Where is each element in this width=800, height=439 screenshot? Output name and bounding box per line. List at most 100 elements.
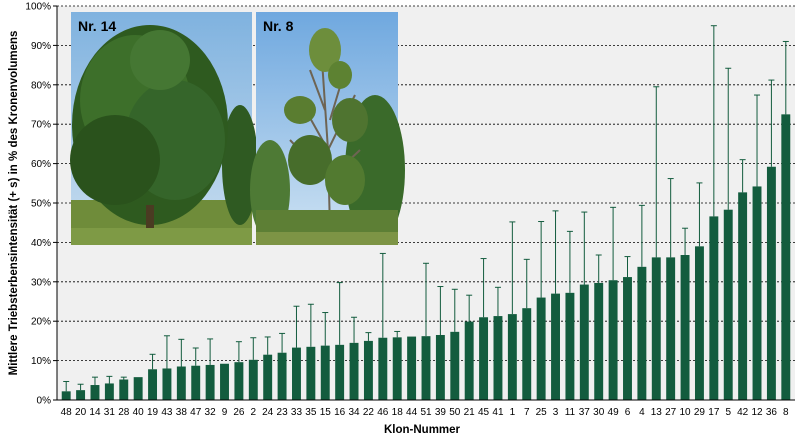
bar-4 [637,266,647,400]
x-tick-label: 19 [147,407,159,418]
bar-18 [392,337,402,400]
bar-22 [363,340,373,400]
x-tick-label: 1 [510,407,516,418]
x-tick-label: 14 [89,407,101,418]
y-tick-label: 70% [31,120,51,131]
bar-16 [335,344,345,400]
bar-9 [220,363,229,400]
x-tick-label: 44 [406,407,418,418]
y-tick-label: 10% [31,356,51,367]
x-tick-label: 35 [305,407,317,418]
bar-27 [666,257,676,400]
x-tick-label: 21 [464,407,476,418]
x-tick-label: 46 [377,407,389,418]
x-tick-label: 30 [593,407,605,418]
bar-34 [349,342,359,400]
bar-6 [623,277,632,400]
x-tick-label: 37 [579,407,591,418]
x-tick-label: 33 [291,407,303,418]
y-tick-label: 100% [25,2,51,13]
bar-39 [435,334,445,400]
bar-25 [536,297,546,400]
x-tick-label: 42 [737,407,749,418]
bar-8 [781,114,791,400]
x-tick-label: 48 [61,407,73,418]
x-tick-label: 45 [478,407,490,418]
x-tick-label: 23 [277,407,289,418]
x-tick-label: 11 [565,407,576,418]
x-tick-label: 17 [708,407,720,418]
x-tick-label: 9 [222,407,228,418]
bar-31 [104,383,114,400]
bar-3 [551,293,560,400]
x-tick-label: 7 [524,407,530,418]
bar-48 [61,391,71,400]
x-tick-label: 25 [536,407,548,418]
bar-30 [594,282,604,400]
y-tick-label: 30% [31,277,51,288]
x-tick-label: 40 [133,407,145,418]
y-axis-title: Mittlere Triebsterbensintensität (+ s) i… [8,31,20,376]
x-axis-ticks: 48 20 14 31 28 40 19 43 38 47 32 9 26 2 24 23 33 35 15 16 34… [61,407,789,418]
x-tick-label: 22 [363,407,375,418]
x-tick-label: 6 [625,407,631,418]
bar-42 [738,192,748,400]
bar-29 [694,246,704,400]
photo-clone-14: Nr. 14 [70,12,258,245]
x-tick-label: 41 [492,407,504,418]
x-tick-label: 39 [435,407,447,418]
x-tick-label: 8 [783,407,789,418]
bar-49 [608,280,618,400]
bar-7 [522,308,532,400]
x-tick-label: 26 [233,407,245,418]
bar-33 [292,347,301,400]
bar-17 [709,216,719,400]
bar-51 [421,336,431,400]
y-tick-label: 60% [31,159,51,170]
bar-1 [507,314,517,400]
x-tick-label: 3 [553,407,559,418]
photo-clone-8: Nr. 8 [250,12,405,245]
bar-40 [133,377,143,400]
bar-35 [306,346,316,400]
bar-2 [248,359,258,400]
bar-47 [191,365,201,400]
y-tick-label: 80% [31,80,51,91]
bar-5 [723,209,733,400]
x-tick-label: 15 [320,407,332,418]
bar-37 [579,284,589,400]
y-tick-label: 90% [31,41,51,52]
x-tick-label: 49 [608,407,620,418]
x-tick-label: 16 [334,407,346,418]
bars [61,114,791,400]
bar-21 [464,321,474,400]
x-tick-label: 51 [420,407,432,418]
bar-45 [479,317,489,400]
x-tick-label: 47 [190,407,202,418]
x-tick-label: 10 [679,407,691,418]
bar-46 [378,337,388,400]
x-tick-label: 36 [766,407,778,418]
bar-24 [263,354,273,400]
x-tick-label: 29 [694,407,706,418]
x-tick-label: 2 [251,407,257,418]
x-tick-label: 28 [118,407,130,418]
x-tick-label: 4 [639,407,645,418]
x-tick-label: 24 [262,407,274,418]
x-tick-label: 32 [205,407,217,418]
y-tick-label: 0% [37,396,52,407]
x-tick-label: 50 [449,407,461,418]
bar-36 [766,166,776,400]
x-tick-label: 38 [176,407,188,418]
bar-50 [450,331,460,400]
bar-32 [205,364,215,400]
y-tick-label: 20% [31,317,51,328]
bar-26 [234,362,244,400]
bar-23 [277,352,287,400]
photo-label-8: Nr. 8 [263,18,294,34]
error-bars [63,25,789,392]
y-tick-label: 40% [31,238,51,249]
bar-38 [176,366,186,400]
bar-11 [565,292,575,400]
